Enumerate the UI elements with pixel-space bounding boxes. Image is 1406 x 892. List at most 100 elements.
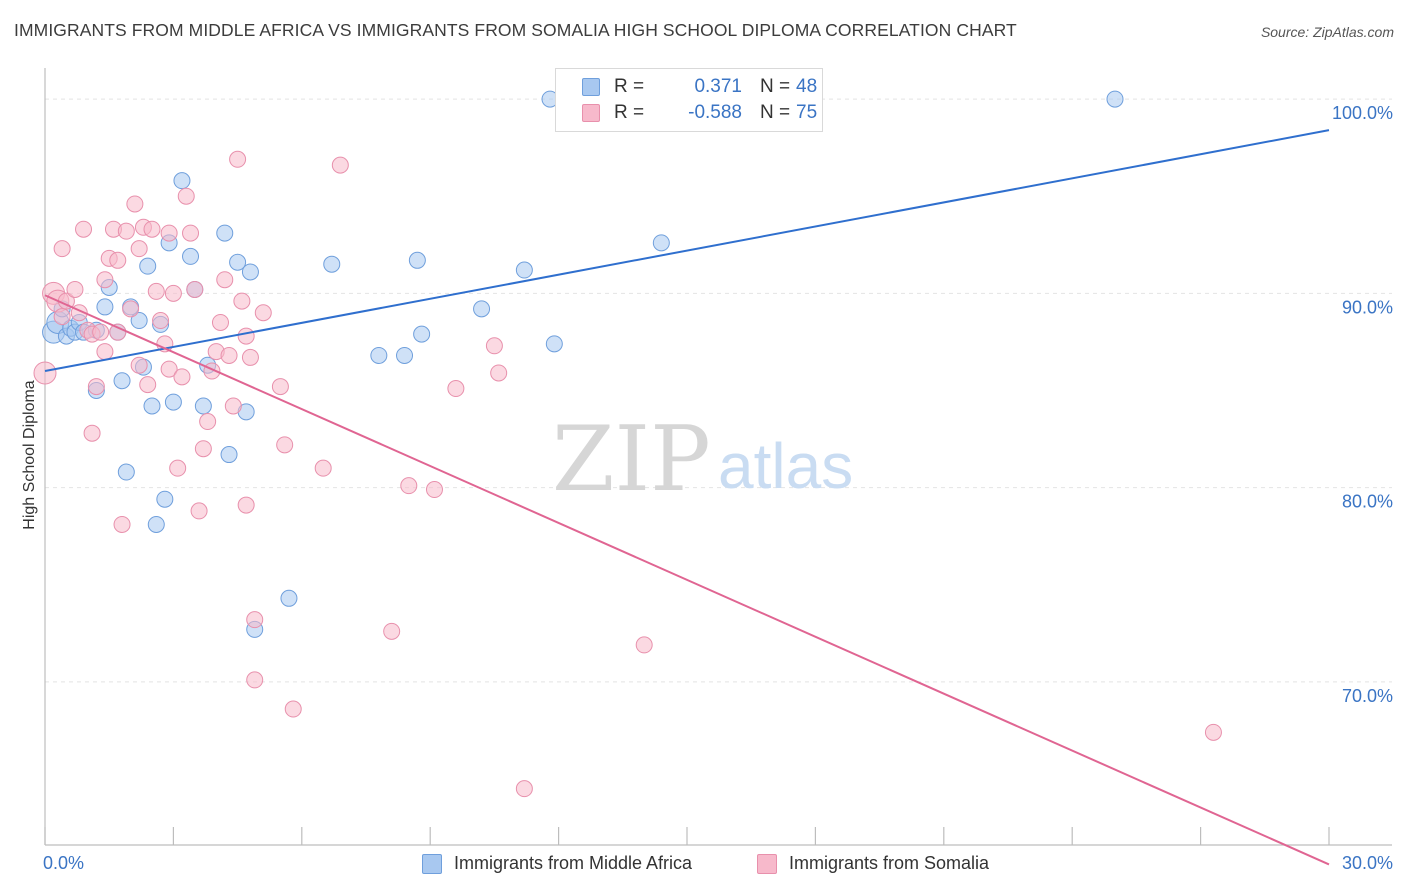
watermark: ZIP atlas <box>552 407 853 512</box>
data-point <box>117 463 135 481</box>
data-point <box>652 234 670 252</box>
data-point <box>126 195 144 213</box>
data-point <box>143 220 161 238</box>
series-label-middle-africa: Immigrants from Middle Africa <box>454 853 693 873</box>
data-point <box>87 378 105 396</box>
data-point <box>396 346 414 364</box>
data-point <box>130 240 148 258</box>
data-point <box>96 343 114 361</box>
chart-source: Source: ZipAtlas.com <box>1260 24 1394 40</box>
data-point <box>545 335 563 353</box>
data-point <box>246 671 264 689</box>
data-point <box>229 253 247 271</box>
data-point <box>425 481 443 499</box>
data-point <box>113 515 131 533</box>
data-point <box>130 312 148 330</box>
data-point <box>160 224 178 242</box>
data-point <box>194 397 212 415</box>
y-tick-label: 90.0% <box>1342 297 1393 317</box>
legend-swatch-middle-africa <box>582 78 600 96</box>
data-point <box>490 364 508 382</box>
legend-r-label: R = <box>614 76 645 97</box>
data-point <box>241 348 259 366</box>
data-point <box>83 424 101 442</box>
axes <box>44 68 1392 846</box>
x-tick-label: 30.0% <box>1342 853 1393 873</box>
data-point <box>370 346 388 364</box>
legend-swatch-somalia <box>582 104 600 122</box>
tick-labels: 70.0% 80.0% 90.0% 100.0% 0.0% 30.0% <box>43 103 1393 873</box>
data-point <box>331 156 349 174</box>
data-point <box>271 378 289 396</box>
series-label-somalia: Immigrants from Somalia <box>789 853 990 873</box>
legend-r-value: 0.371 <box>694 76 742 97</box>
data-point <box>276 436 294 454</box>
data-point <box>1204 723 1222 741</box>
data-point <box>635 636 653 654</box>
data-point <box>413 325 431 343</box>
data-point <box>515 780 533 798</box>
data-point <box>186 280 204 298</box>
data-point <box>92 323 110 341</box>
data-point <box>254 304 272 322</box>
data-point <box>169 459 187 477</box>
data-point <box>224 397 242 415</box>
data-point <box>177 187 195 205</box>
data-point <box>164 393 182 411</box>
data-point <box>156 490 174 508</box>
data-point <box>220 346 238 364</box>
watermark-atlas: atlas <box>718 430 853 502</box>
series-swatch-somalia <box>757 854 777 874</box>
data-point <box>173 368 191 386</box>
legend-r-label: R = <box>614 102 645 123</box>
data-point <box>383 622 401 640</box>
data-point <box>182 224 200 242</box>
data-point <box>314 459 332 477</box>
trend-line-middle-africa <box>44 129 1330 373</box>
data-point <box>1106 90 1124 108</box>
trend-line-somalia <box>44 294 1330 866</box>
data-point <box>130 356 148 374</box>
data-point <box>447 380 465 398</box>
data-point <box>96 271 114 289</box>
data-point <box>246 611 264 629</box>
data-point <box>53 308 71 326</box>
trend-lines <box>44 129 1330 866</box>
data-point <box>323 255 341 273</box>
data-points <box>33 90 1222 798</box>
chart-title: IMMIGRANTS FROM MIDDLE AFRICA VS IMMIGRA… <box>14 20 1017 40</box>
data-point <box>515 261 533 279</box>
data-point <box>233 292 251 310</box>
series-somalia-points <box>33 150 1222 798</box>
data-point <box>485 337 503 355</box>
data-point <box>109 323 127 341</box>
data-point <box>117 222 135 240</box>
legend-n-label: N = <box>760 102 791 123</box>
data-point <box>182 247 200 265</box>
y-tick-label: 100.0% <box>1332 103 1393 123</box>
data-point <box>139 257 157 275</box>
data-point <box>194 440 212 458</box>
data-point <box>408 251 426 269</box>
series-middle-africa-points <box>42 90 1124 638</box>
data-point <box>122 300 140 318</box>
data-point <box>229 150 247 168</box>
data-point <box>190 502 208 520</box>
data-point <box>220 446 238 464</box>
data-point <box>164 284 182 302</box>
data-point <box>147 282 165 300</box>
data-point <box>75 220 93 238</box>
data-point <box>160 360 178 378</box>
data-point <box>113 372 131 390</box>
data-point <box>216 224 234 242</box>
data-point <box>211 313 229 331</box>
data-point <box>237 327 255 345</box>
y-tick-label: 70.0% <box>1342 686 1393 706</box>
data-point <box>139 376 157 394</box>
data-point <box>216 271 234 289</box>
data-point <box>400 477 418 495</box>
legend-n-label: N = <box>760 76 791 97</box>
watermark-zip: ZIP <box>552 407 711 512</box>
legend-r-value: -0.588 <box>688 102 742 123</box>
